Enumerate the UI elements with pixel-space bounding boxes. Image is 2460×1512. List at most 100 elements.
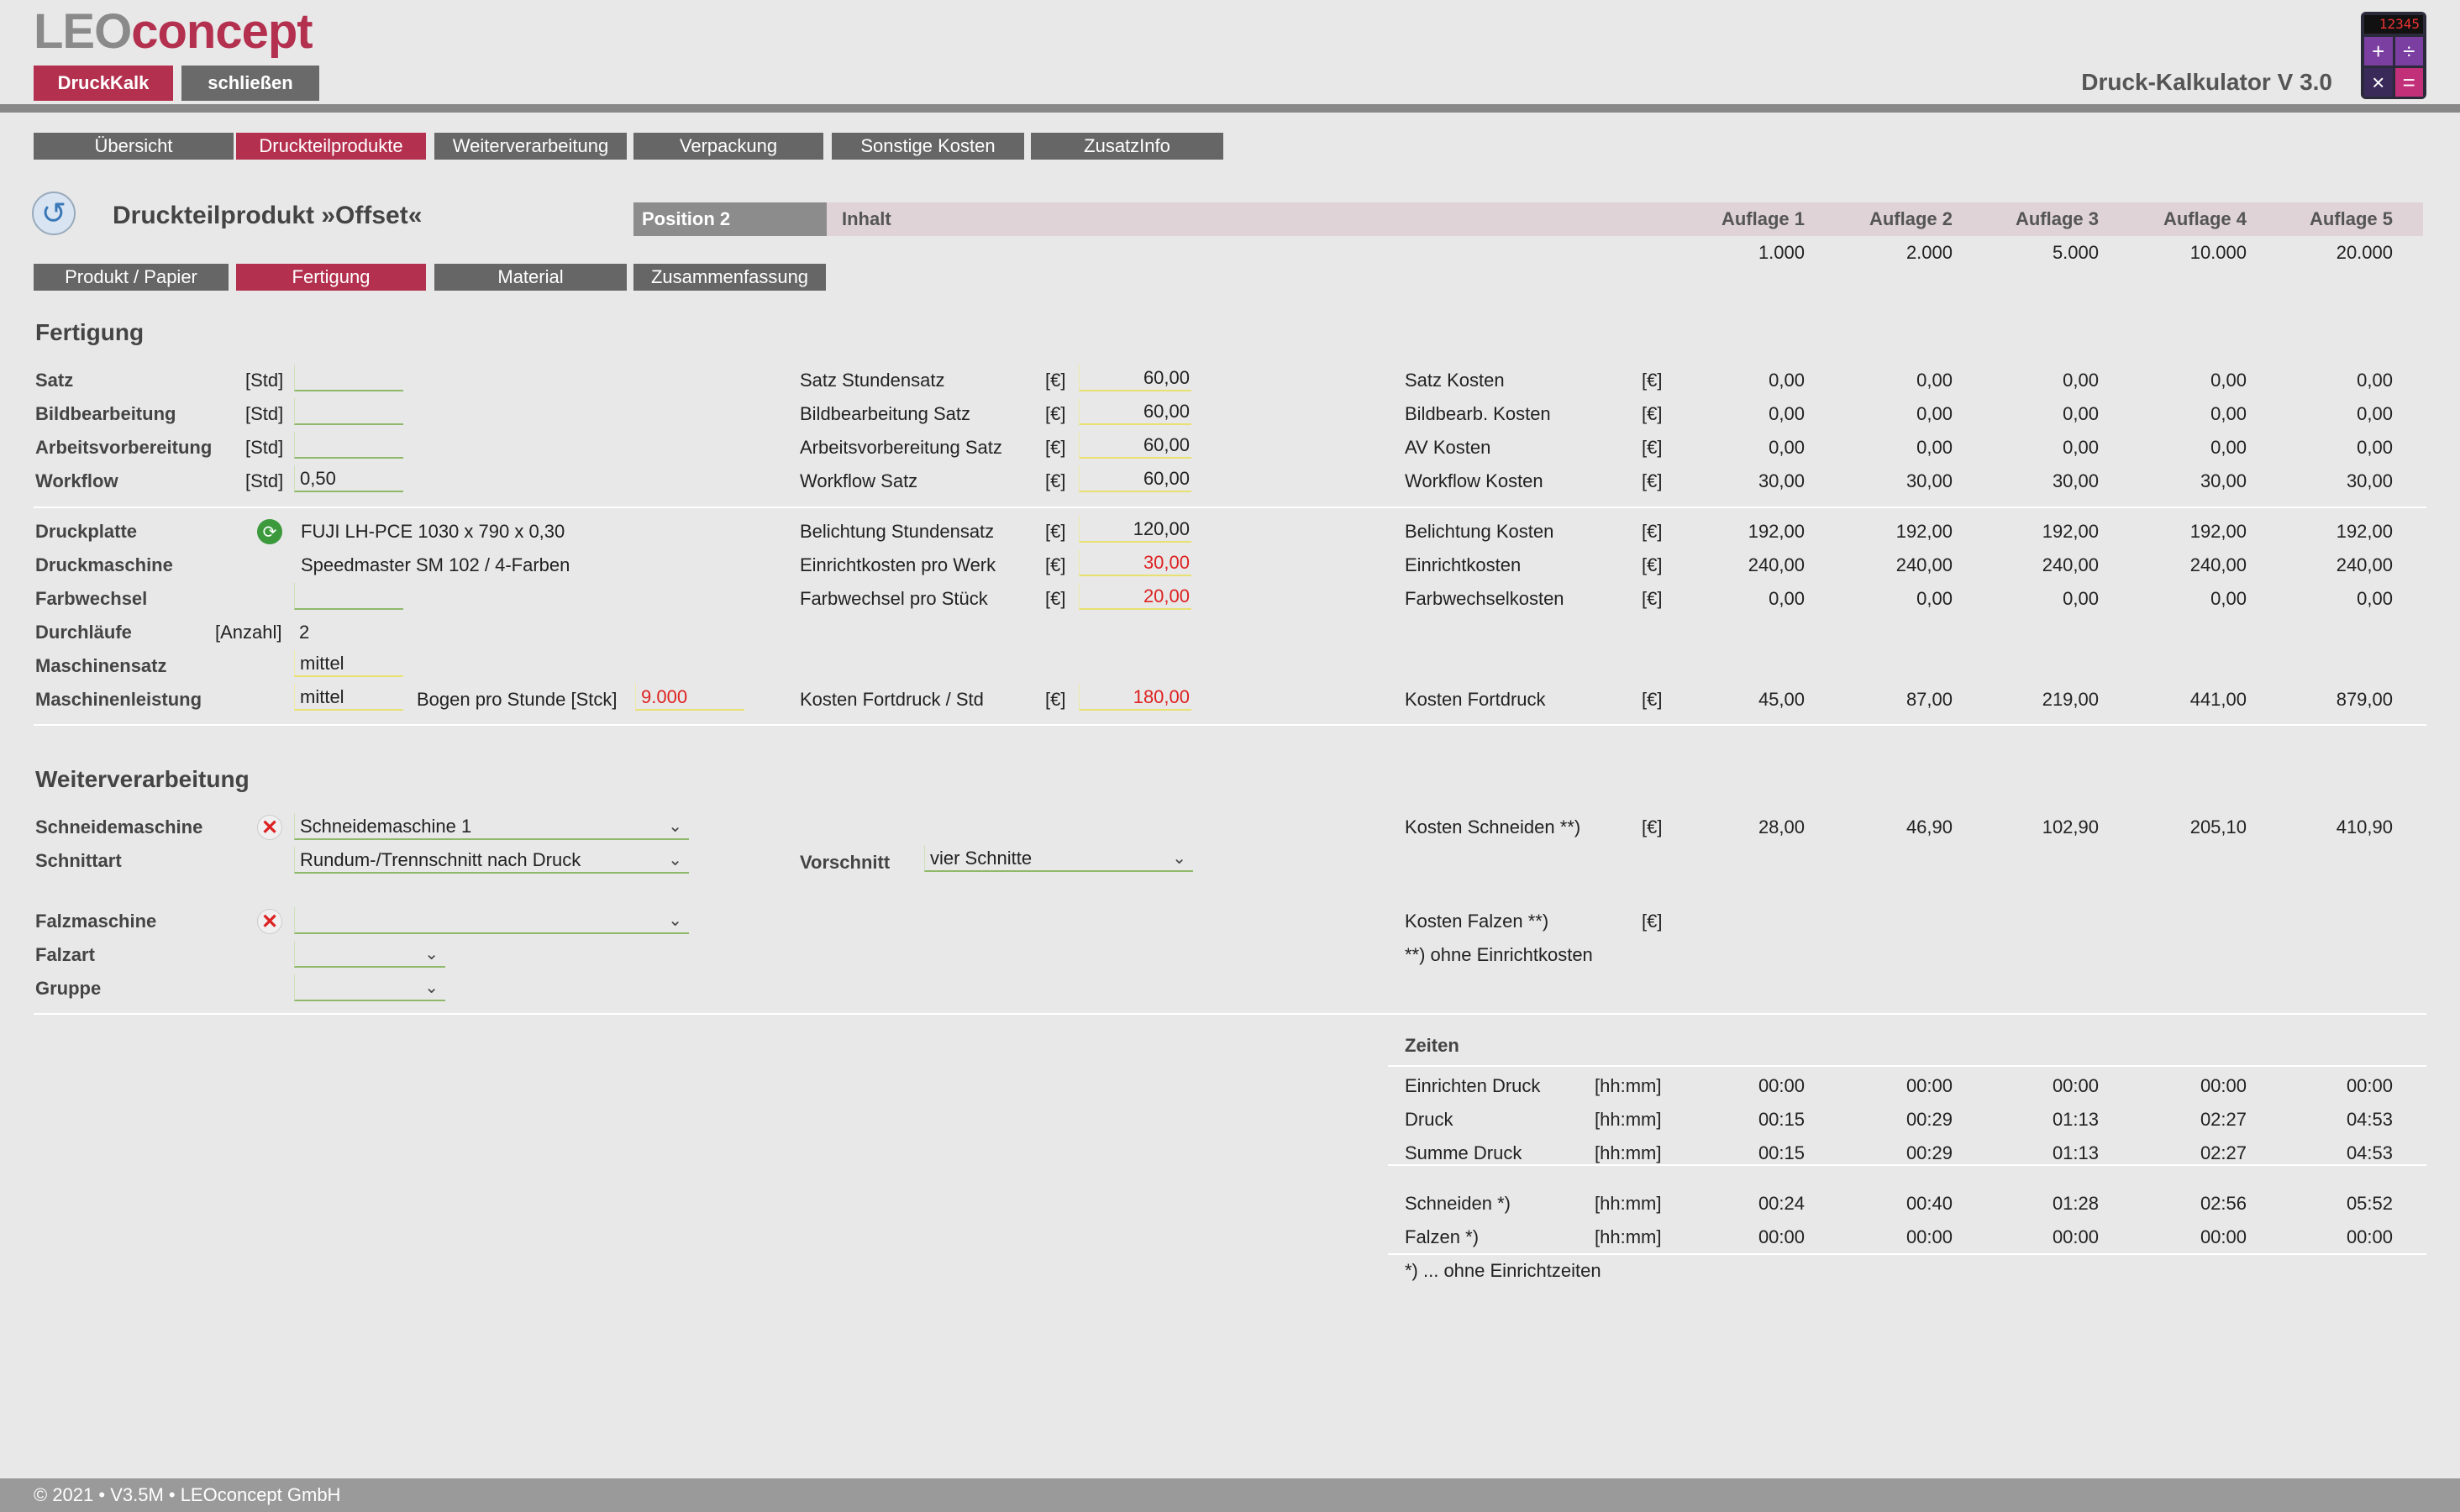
bildbearbeitung-label: Bildbearbeitung: [35, 403, 176, 424]
zeit-einrichten-druck-value-3: 00:00: [2052, 1075, 2099, 1096]
arbeitsvorbereitung-cost-2: 0,00: [1916, 437, 1953, 458]
zeit-schneiden-value-1: 00:24: [1758, 1193, 1805, 1214]
einricht-cost-4: 240,00: [2189, 554, 2247, 575]
arbeitsvorbereitung-cost-label: AV Kosten: [1405, 437, 1491, 458]
druckmaschine-label: Druckmaschine: [35, 554, 173, 575]
farbwechsel-rate-unit: [€]: [1045, 588, 1066, 609]
globe-icon[interactable]: ⟳: [257, 519, 282, 544]
vorschnitt-select[interactable]: vier Schnitte ⌄: [924, 845, 1193, 872]
farbwechsel-cost-4: 0,00: [2210, 588, 2247, 609]
back-icon[interactable]: ↺: [32, 192, 76, 235]
satz-cost-4: 0,00: [2210, 370, 2247, 391]
zeit-summe-druck-value-2: 00:29: [1905, 1142, 1953, 1163]
zeit-schneiden-value-4: 02:56: [2200, 1193, 2247, 1214]
falzmaschine-select[interactable]: ⌄: [294, 907, 689, 934]
workflow-cost-3: 30,00: [2052, 470, 2099, 491]
workflow-input[interactable]: 0,50: [294, 465, 403, 492]
fortdruck-rate-input[interactable]: 180,00: [1079, 684, 1191, 711]
farbwechsel-cost-1: 0,00: [1769, 588, 1805, 609]
satz-rate-unit: [€]: [1045, 370, 1066, 391]
subtab-material[interactable]: Material: [434, 264, 627, 291]
farbwechsel-input[interactable]: [294, 583, 403, 610]
subtab-zusammenfassung[interactable]: Zusammenfassung: [633, 264, 826, 291]
schneidemaschine-select[interactable]: Schneidemaschine 1 ⌄: [294, 813, 689, 840]
app-title: Druck-Kalkulator V 3.0: [2081, 69, 2332, 95]
einricht-rate-unit: [€]: [1045, 554, 1066, 575]
zeit-summe-druck-unit: [hh:mm]: [1595, 1142, 1662, 1163]
zeit-falzen-value-3: 00:00: [2052, 1226, 2099, 1247]
zeit-druck-value-2: 00:29: [1905, 1109, 1953, 1130]
falzart-label: Falzart: [35, 944, 95, 965]
satz-label: Satz: [35, 370, 74, 391]
zeit-summe-druck-value-3: 01:13: [2052, 1142, 2099, 1163]
tab-druckteilprodukte[interactable]: Druckteilprodukte: [236, 133, 426, 160]
zeit-druck-value-1: 00:15: [1758, 1109, 1805, 1130]
belichtung-cost-2: 192,00: [1895, 521, 1953, 542]
arbeitsvorbereitung-input[interactable]: [294, 432, 403, 459]
kosten-schneiden-4: 205,10: [2189, 816, 2247, 837]
subtab-produkt-papier[interactable]: Produkt / Papier: [34, 264, 229, 291]
arbeitsvorbereitung-rate-label: Arbeitsvorbereitung Satz: [800, 437, 1002, 458]
section-title-fertigung: Fertigung: [35, 319, 145, 345]
schnittart-select[interactable]: Rundum-/Trennschnitt nach Druck ⌄: [294, 847, 689, 874]
kosten-schneiden-1: 28,00: [1758, 816, 1805, 837]
kosten-falzen-label: Kosten Falzen **): [1405, 911, 1549, 932]
einricht-rate-input[interactable]: 30,00: [1079, 549, 1191, 576]
druckkalk-button[interactable]: DruckKalk: [34, 66, 173, 101]
auflage-header-5: Auflage 5: [2309, 208, 2393, 229]
zeit-falzen-value-1: 00:00: [1758, 1226, 1805, 1247]
calculator-icon[interactable]: 12345 + ÷ × =: [2361, 12, 2426, 99]
satz-cost-label: Satz Kosten: [1405, 370, 1505, 391]
chevron-down-icon: ⌄: [424, 945, 439, 963]
satz-cost-1: 0,00: [1769, 370, 1805, 391]
belichtung-cost-5: 192,00: [2336, 521, 2393, 542]
belichtung-rate-input[interactable]: 120,00: [1079, 516, 1191, 543]
tab-verpackung[interactable]: Verpackung: [633, 133, 823, 160]
bogen-input[interactable]: 9.000: [635, 684, 744, 711]
zeit-schneiden-label: Schneiden *): [1405, 1193, 1511, 1214]
calc-plus-key: +: [2364, 37, 2393, 66]
inhalt-label: Inhalt: [827, 202, 2423, 236]
tab-sonstige-kosten[interactable]: Sonstige Kosten: [832, 133, 1024, 160]
satz-rate-input[interactable]: 60,00: [1079, 365, 1191, 391]
workflow-cost-unit: [€]: [1642, 470, 1663, 491]
remove-falzmaschine-icon[interactable]: ✕: [257, 909, 282, 934]
workflow-rate-input[interactable]: 60,00: [1079, 465, 1191, 492]
gruppe-select[interactable]: ⌄: [294, 974, 445, 1001]
falzart-select[interactable]: ⌄: [294, 941, 445, 968]
subtab-fertigung[interactable]: Fertigung: [236, 264, 426, 291]
zeit-druck-unit: [hh:mm]: [1595, 1109, 1662, 1130]
belichtung-rate-unit: [€]: [1045, 521, 1066, 542]
close-button[interactable]: schließen: [181, 66, 319, 101]
bildbearbeitung-cost-2: 0,00: [1916, 403, 1953, 424]
farbwechsel-rate-input[interactable]: 20,00: [1079, 583, 1191, 610]
satz-input[interactable]: [294, 365, 403, 391]
auflage-header-1: Auflage 1: [1721, 208, 1805, 229]
auflage-header-4: Auflage 4: [2163, 208, 2247, 229]
logo: LEOconcept: [34, 3, 313, 60]
satz-cost-2: 0,00: [1916, 370, 1953, 391]
maschinenleistung-input[interactable]: mittel: [294, 684, 403, 711]
bildbearbeitung-input[interactable]: [294, 398, 403, 425]
farbwechsel-cost-label: Farbwechselkosten: [1405, 588, 1564, 609]
remove-schneidemaschine-icon[interactable]: ✕: [257, 815, 282, 840]
bildbearbeitung-rate-input[interactable]: 60,00: [1079, 398, 1191, 425]
satz-cost-3: 0,00: [2063, 370, 2099, 391]
tab-weiterverarbeitung[interactable]: Weiterverarbeitung: [434, 133, 627, 160]
arbeitsvorbereitung-cost-5: 0,00: [2357, 437, 2393, 458]
durchlaeufe-unit: [Anzahl]: [215, 622, 282, 643]
kosten-falzen-unit: [€]: [1642, 911, 1663, 932]
divider: [1388, 1164, 2426, 1166]
zeit-druck-label: Druck: [1405, 1109, 1453, 1130]
logo-leo: LEO: [34, 4, 132, 59]
tab-zusatzinfo[interactable]: ZusatzInfo: [1031, 133, 1223, 160]
maschinensatz-input[interactable]: mittel: [294, 650, 403, 677]
einricht-rate-label: Einrichtkosten pro Werk: [800, 554, 996, 575]
farbwechsel-label: Farbwechsel: [35, 588, 148, 609]
satz-rate-label: Satz Stundensatz: [800, 370, 945, 391]
zeit-einrichten-druck-value-4: 00:00: [2200, 1075, 2247, 1096]
durchlaeufe-value[interactable]: 2: [299, 622, 310, 643]
arbeitsvorbereitung-rate-input[interactable]: 60,00: [1079, 432, 1191, 459]
zeit-einrichten-druck-value-2: 00:00: [1905, 1075, 1953, 1096]
tab-uebersicht[interactable]: Übersicht: [34, 133, 234, 160]
